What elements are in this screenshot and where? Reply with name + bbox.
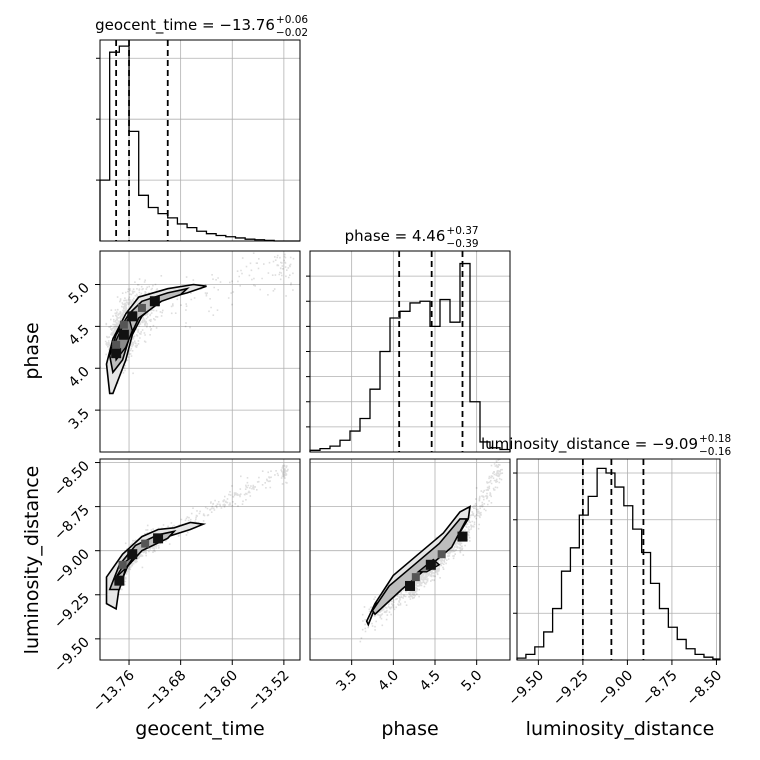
density-peak <box>405 580 415 591</box>
title-subscript: −0.39 <box>446 238 478 250</box>
scatter-points <box>116 464 289 591</box>
panel-frame <box>99 458 301 661</box>
density-peak <box>118 560 127 569</box>
panel-title-geocent_time: geocent_time = −13.76 <box>95 16 275 35</box>
title-superscript: +0.06 <box>276 14 308 26</box>
panel-frame <box>99 39 301 242</box>
histogram-step-geocent_time <box>99 45 300 242</box>
x-tick-label: −9.25 <box>550 668 592 710</box>
x-tick-label: −13.68 <box>142 668 190 716</box>
density-peak <box>425 559 436 570</box>
density-peak <box>149 296 160 307</box>
density-peak <box>118 329 129 340</box>
y-tick-label: −8.75 <box>51 502 93 544</box>
y-tick-label: −9.50 <box>51 634 93 676</box>
x-tick-label: −8.50 <box>684 668 726 710</box>
panel-frame <box>309 250 511 453</box>
panel-frame <box>516 458 721 661</box>
hist-panel-luminosity_distance: luminosity_distance = −9.09 +0.18−0.16 <box>481 433 732 661</box>
x-tick-label: 5.0 <box>458 668 485 695</box>
panel-frame <box>309 458 511 661</box>
y-tick-label: 4.5 <box>66 322 93 349</box>
density-peak <box>127 549 138 560</box>
panel-frame <box>99 250 301 453</box>
panel-title-luminosity_distance: luminosity_distance = −9.09 <box>481 435 698 454</box>
panel-title-phase: phase = 4.46 <box>345 227 446 245</box>
x-tick-label: 4.5 <box>417 668 444 695</box>
x-tick-label: 3.5 <box>333 668 360 695</box>
y-tick-label: −9.25 <box>51 590 93 632</box>
y-tick-label: 5.0 <box>66 280 93 307</box>
density-peak <box>137 303 146 312</box>
title-superscript: +0.37 <box>446 225 478 237</box>
x-tick-label: −8.75 <box>639 668 681 710</box>
density-peak <box>127 311 138 322</box>
x-tick-label: −9.50 <box>506 668 548 710</box>
y-tick-label: 3.5 <box>66 406 93 433</box>
x-axis-label-phase: phase <box>381 718 438 740</box>
density-peak <box>141 539 150 548</box>
x-tick-label: −13.52 <box>245 668 293 716</box>
hist-panel-geocent_time: geocent_time = −13.76 +0.06−0.02 <box>95 14 308 242</box>
y-axis-label-luminosity-distance: luminosity_distance <box>21 466 43 655</box>
panel-content <box>100 251 295 395</box>
panel-content <box>359 459 504 643</box>
x-axis-label-luminosity-distance: luminosity_distance <box>526 718 715 740</box>
scatter-panel-phase-luminosity_distance <box>309 458 511 661</box>
y-axis-label-phase: phase <box>21 322 43 379</box>
panel-content <box>105 464 289 611</box>
y-tick-label: 4.0 <box>66 364 93 391</box>
density-peak <box>111 348 122 359</box>
y-tick-label: −9.00 <box>51 546 93 588</box>
x-tick-label: 4.0 <box>375 668 402 695</box>
hist-panel-phase: phase = 4.46 +0.37−0.39 <box>306 225 511 453</box>
density-peak <box>437 550 446 559</box>
density-peak <box>457 531 468 542</box>
density-peak <box>114 575 125 586</box>
density-peak <box>153 533 164 544</box>
density-peak <box>119 320 128 329</box>
histogram-step-phase <box>309 262 511 452</box>
density-peak <box>112 340 121 349</box>
title-superscript: +0.18 <box>699 433 731 445</box>
histogram-step-luminosity_distance <box>516 467 721 660</box>
y-tick-label: −8.50 <box>51 458 93 500</box>
scatter-panel-geocent_time-phase <box>99 250 301 453</box>
title-subscript: −0.16 <box>699 446 731 458</box>
x-tick-label: −13.60 <box>193 668 241 716</box>
title-subscript: −0.02 <box>276 27 308 39</box>
x-tick-label: −9.00 <box>595 668 637 710</box>
x-tick-label: −13.76 <box>90 667 138 715</box>
contour-middle <box>371 518 469 616</box>
x-axis-label-geocent-time: geocent_time <box>135 718 264 740</box>
scatter-panel-geocent_time-luminosity_distance <box>99 458 301 661</box>
density-peak <box>411 573 420 582</box>
